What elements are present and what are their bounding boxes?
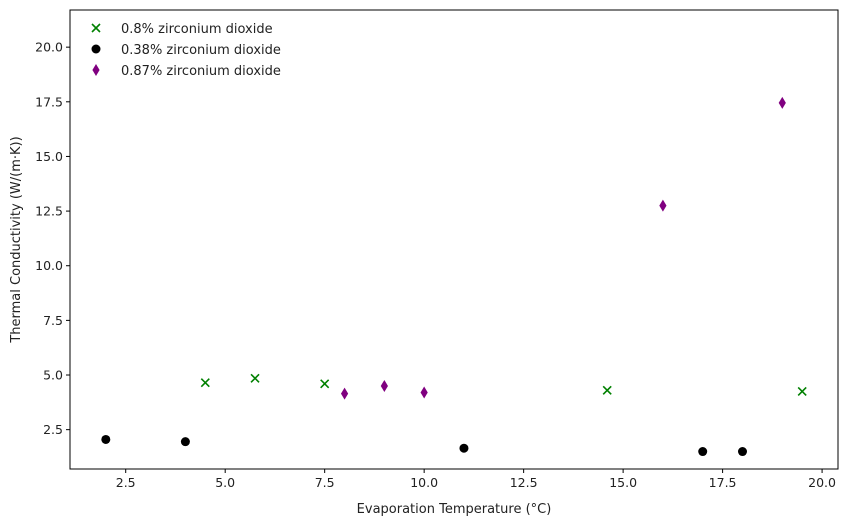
x-axis-label: Evaporation Temperature (°C) <box>357 502 552 517</box>
plot-frame <box>69 9 839 470</box>
legend-label: 0.8% zirconium dioxide <box>121 22 273 37</box>
x-tick-label: 2.5 <box>116 475 136 490</box>
data-point <box>180 437 190 447</box>
legend-marker <box>91 23 101 33</box>
y-tick-label: 20.0 <box>35 40 63 55</box>
data-point <box>340 387 349 400</box>
legend-marker <box>91 44 101 54</box>
x-axis: 2.5 5.0 7.5 10.0 12.5 15.0 17.5 20.0 <box>116 469 836 490</box>
y-tick-label: 17.5 <box>35 94 63 109</box>
legend-label: 0.38% zirconium dioxide <box>121 43 281 58</box>
y-tick-label: 12.5 <box>35 204 63 219</box>
data-point <box>602 385 612 395</box>
legend-label: 0.87% zirconium dioxide <box>121 64 281 79</box>
data-point <box>250 373 260 383</box>
y-tick-label: 2.5 <box>43 422 63 437</box>
data-point <box>320 379 330 389</box>
data-point <box>420 386 428 399</box>
y-axis-label: Thermal Conductivity (W/(m·K)) <box>9 136 24 343</box>
data-point <box>737 447 747 457</box>
x-tick-label: 15.0 <box>609 475 637 490</box>
data-point <box>698 447 708 457</box>
x-tick-label: 20.0 <box>808 475 836 490</box>
data-point <box>778 96 786 109</box>
x-tick-label: 5.0 <box>215 475 235 490</box>
data-point <box>380 379 388 392</box>
legend-marker <box>92 64 100 76</box>
data-point <box>659 199 667 212</box>
data-point <box>797 386 807 396</box>
y-tick-label: 10.0 <box>35 258 63 273</box>
legend: 0.8% zirconium dioxide 0.38% zirconium di… <box>91 22 281 79</box>
x-tick-label: 17.5 <box>709 475 737 490</box>
data-point <box>200 378 210 388</box>
y-tick-label: 15.0 <box>35 149 63 164</box>
y-tick-label: 7.5 <box>43 313 63 328</box>
y-tick-label: 5.0 <box>43 368 63 383</box>
x-tick-label: 10.0 <box>410 475 438 490</box>
x-tick-label: 7.5 <box>315 475 335 490</box>
data-point <box>459 443 469 453</box>
x-tick-label: 12.5 <box>510 475 538 490</box>
y-axis: 2.5 5.0 7.5 10.0 12.5 15.0 17.5 20.0 <box>35 40 70 437</box>
data-point <box>101 434 111 444</box>
plot-marks <box>101 96 807 457</box>
